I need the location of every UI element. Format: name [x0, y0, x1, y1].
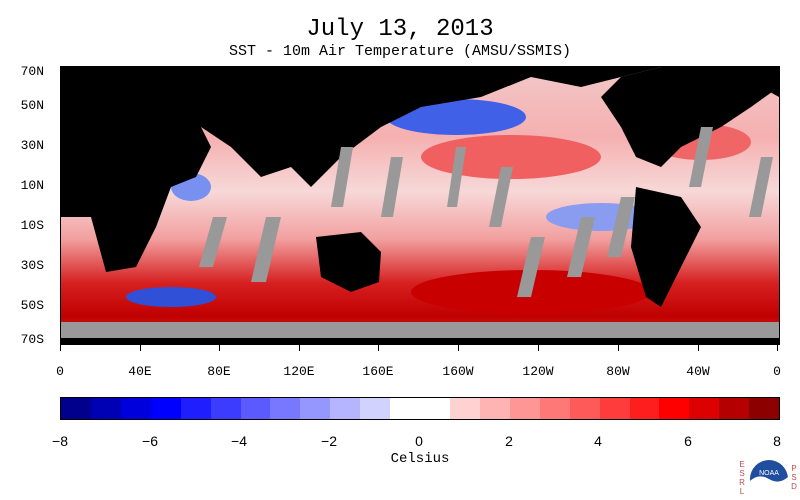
logo-letter: S	[739, 469, 745, 478]
colorbar-cell	[150, 398, 181, 419]
map-subtitle: SST - 10m Air Temperature (AMSU/SSMIS)	[228, 43, 572, 60]
colorbar-cell	[390, 398, 421, 419]
missing-swath	[749, 157, 773, 217]
colorbar-cell	[569, 398, 600, 419]
colorbar-cell	[360, 398, 391, 419]
missing-swath	[689, 127, 713, 187]
logo-letter: P	[791, 464, 797, 473]
greenland-land	[751, 67, 779, 97]
missing-swath	[331, 147, 353, 207]
colorbar-tick-label: 0	[415, 433, 423, 449]
colorbar-cell	[509, 398, 540, 419]
missing-swath	[607, 197, 635, 257]
colorbar-cell	[689, 398, 720, 419]
colorbar-cell	[659, 398, 690, 419]
lon-tick	[60, 343, 61, 351]
lat-label: 70N	[20, 64, 44, 79]
lon-tick	[538, 343, 539, 351]
sst-anomaly-map	[60, 66, 780, 345]
lat-label: 50S	[20, 298, 44, 313]
colorbar-cell	[479, 398, 510, 419]
logo-letter: S	[791, 473, 797, 482]
colorbar-cell	[180, 398, 211, 419]
lat-label: 70S	[20, 332, 44, 347]
colorbar-cell	[120, 398, 151, 419]
south-america-land	[631, 187, 701, 307]
logo-letter: D	[791, 482, 797, 491]
north-america-land	[601, 67, 779, 167]
logo-letter: E	[739, 460, 745, 469]
colorbar-cell	[539, 398, 570, 419]
lat-label: 10S	[20, 218, 44, 233]
africa-land	[61, 67, 211, 272]
colorbar	[60, 397, 780, 420]
colorbar-tick-label: 2	[505, 433, 513, 449]
colorbar-tick-label: −2	[321, 433, 337, 449]
missing-swath	[567, 217, 595, 277]
lat-label: 50N	[20, 98, 44, 113]
noaa-emblem-icon: NOAA	[750, 460, 788, 499]
colorbar-tick-label: 4	[594, 433, 602, 449]
missing-swath	[251, 217, 281, 282]
lon-tick	[777, 343, 778, 351]
colorbar-tick-label: 6	[684, 433, 692, 449]
lon-label: 0	[56, 364, 64, 379]
missing-swath	[517, 237, 545, 297]
missing-swath	[199, 217, 227, 267]
lon-tick	[140, 343, 141, 351]
colorbar-cell	[449, 398, 480, 419]
colorbar-cell	[719, 398, 750, 419]
colorbar-cell	[90, 398, 121, 419]
logo-letter: R	[739, 478, 745, 487]
colorbar-tick-label: −6	[142, 433, 158, 449]
map-title: July 13, 2013	[306, 16, 494, 43]
colorbar-cell	[61, 398, 91, 419]
colorbar-cell	[210, 398, 241, 419]
lon-label: 40E	[128, 364, 152, 379]
lon-label: 40W	[686, 364, 710, 379]
lon-label: 80E	[207, 364, 231, 379]
colorbar-cell	[300, 398, 331, 419]
logo-letter: L	[739, 487, 745, 496]
missing-swath	[489, 167, 513, 227]
missing-swath	[447, 147, 466, 207]
colorbar-cell	[599, 398, 630, 419]
colorbar-tick-label: −8	[52, 433, 68, 449]
colorbar-cell	[240, 398, 271, 419]
colorbar-title: Celsius	[390, 451, 450, 467]
cold-anomaly-north-pacific	[386, 99, 526, 135]
lon-tick	[299, 343, 300, 351]
lon-label: 120E	[283, 364, 315, 379]
esrl-psd-noaa-logo: E S R L NOAA P S D	[738, 458, 798, 500]
lon-label: 160E	[362, 364, 394, 379]
colorbar-cell	[270, 398, 301, 419]
lon-tick	[618, 343, 619, 351]
colorbar-cell	[420, 398, 450, 419]
australia-land	[316, 232, 381, 292]
lat-label: 30S	[20, 258, 44, 273]
colorbar-tick-label: −4	[231, 433, 247, 449]
missing-swath	[381, 157, 403, 217]
lon-label: 80W	[606, 364, 630, 379]
lon-tick	[698, 343, 699, 351]
warm-anomaly-north-pacific	[421, 135, 601, 179]
lon-label: 160W	[442, 364, 474, 379]
lat-label: 10N	[20, 178, 44, 193]
colorbar-cell	[749, 398, 780, 419]
colorbar-cell	[330, 398, 361, 419]
antarctica-land	[61, 338, 779, 344]
lon-tick	[378, 343, 379, 351]
lon-label: 0	[773, 364, 781, 379]
map-graphic	[61, 67, 779, 344]
colorbar-cell	[629, 398, 660, 419]
europe-asia-land	[121, 67, 661, 187]
colorbar-tick-label: 8	[773, 433, 781, 449]
lat-label: 30N	[20, 138, 44, 153]
noaa-text: NOAA	[759, 470, 779, 477]
lon-tick	[458, 343, 459, 351]
lon-label: 120W	[522, 364, 554, 379]
lon-tick	[219, 343, 220, 351]
cold-anomaly-south-indian	[126, 287, 216, 307]
